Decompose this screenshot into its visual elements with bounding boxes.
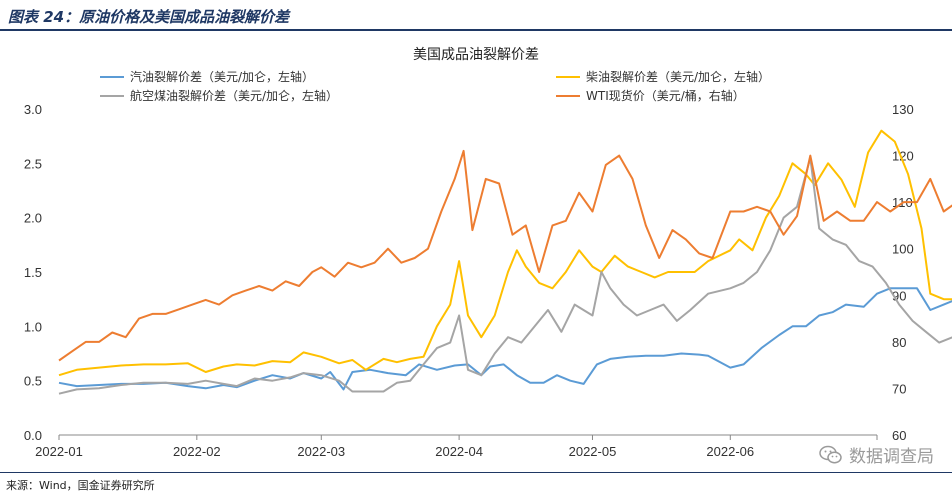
x-tick-label: 2022-03 bbox=[297, 444, 345, 459]
y-left-tick-label: 0.5 bbox=[24, 374, 42, 389]
legend: 汽油裂解价差（美元/加仑，左轴） 柴油裂解价差（美元/加仑，左轴） 航空煤油裂解价差… bbox=[100, 69, 770, 103]
x-tick-label: 2022-01 bbox=[35, 444, 83, 459]
source-note: 来源：Wind，国金证券研究所 bbox=[6, 479, 155, 492]
y-left-tick-label: 0.0 bbox=[24, 428, 42, 443]
wechat-icon bbox=[819, 445, 842, 463]
series-line-diesel bbox=[58, 129, 952, 377]
series-lines bbox=[58, 129, 952, 395]
series-line-jet bbox=[58, 156, 952, 395]
watermark: 数据调查局 bbox=[819, 442, 934, 467]
title-rule bbox=[0, 29, 952, 31]
y-right-tick-label: 100 bbox=[892, 242, 914, 257]
legend-label-diesel: 柴油裂解价差（美元/加仑，左轴） bbox=[586, 69, 770, 84]
y-right-tick-label: 130 bbox=[892, 102, 914, 117]
x-tick-label: 2022-06 bbox=[706, 444, 754, 459]
y-left-tick-label: 2.5 bbox=[24, 156, 42, 171]
y-right-tick-label: 80 bbox=[892, 335, 906, 350]
series-line-gasoline bbox=[58, 287, 952, 391]
x-tick-label: 2022-02 bbox=[173, 444, 221, 459]
chart-title: 美国成品油裂解价差 bbox=[413, 47, 539, 63]
y-left-tick-label: 2.0 bbox=[24, 211, 42, 226]
x-tick-label: 2022-05 bbox=[569, 444, 617, 459]
y-left-tick-label: 1.5 bbox=[24, 265, 42, 280]
y-right-tick-label: 120 bbox=[892, 149, 914, 164]
watermark-text: 数据调查局 bbox=[849, 447, 934, 467]
series-line-wti bbox=[58, 149, 952, 362]
y-right-tick-label: 70 bbox=[892, 381, 906, 396]
axes: 2022-01 2022-02 2022-03 2022-04 2022-05 2022-… bbox=[24, 102, 914, 459]
legend-label-wti: WTI现货价（美元/桶，右轴） bbox=[586, 88, 745, 103]
figure-title: 图表 24：原油价格及美国成品油裂解价差 bbox=[8, 8, 290, 26]
y-right-tick-label: 60 bbox=[892, 428, 906, 443]
footer-rule bbox=[0, 472, 952, 473]
x-tick-label: 2022-04 bbox=[435, 444, 483, 459]
y-left-tick-label: 1.0 bbox=[24, 319, 42, 334]
line-chart: 美国成品油裂解价差 汽油裂解价差（美元/加仑，左轴） 柴油裂解价差（美元/加仑，左… bbox=[24, 47, 952, 459]
legend-label-jet: 航空煤油裂解价差（美元/加仑，左轴） bbox=[130, 88, 338, 103]
y-left-tick-label: 3.0 bbox=[24, 102, 42, 117]
legend-label-gasoline: 汽油裂解价差（美元/加仑，左轴） bbox=[130, 69, 314, 84]
